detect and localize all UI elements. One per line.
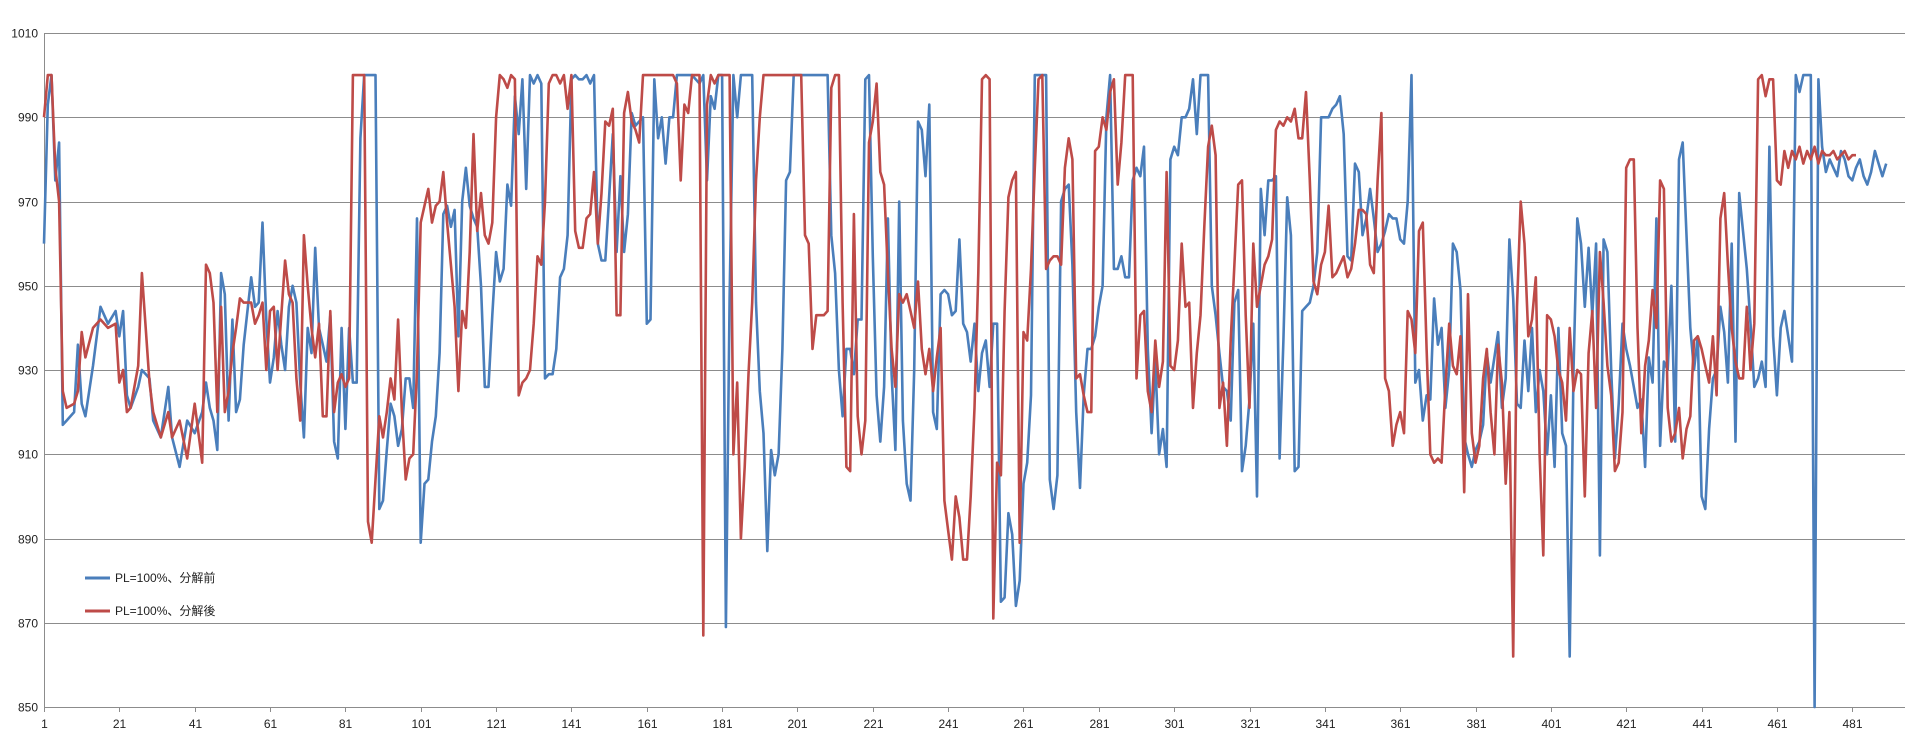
x-tick-label: 361 — [1390, 717, 1410, 731]
series-lines — [42, 73, 1888, 709]
x-tick-label: 441 — [1692, 717, 1712, 731]
y-tick-label: 910 — [18, 448, 38, 462]
x-tick-label: 401 — [1541, 717, 1561, 731]
x-tick-label: 481 — [1842, 717, 1862, 731]
x-tick-label: 341 — [1315, 717, 1335, 731]
y-tick-label: 950 — [18, 280, 38, 294]
x-tick-label: 1 — [41, 717, 48, 731]
x-tick-label: 261 — [1013, 717, 1033, 731]
x-tick-label: 41 — [189, 717, 203, 731]
y-tick-label: 1010 — [11, 27, 38, 41]
legend-label: PL=100%、分解前 — [115, 570, 215, 585]
x-tick-label: 461 — [1767, 717, 1787, 731]
y-tick-label: 870 — [18, 617, 38, 631]
x-tick-label: 81 — [339, 717, 353, 731]
x-tick-label: 181 — [712, 717, 732, 731]
x-tick-label: 321 — [1240, 717, 1260, 731]
x-tick-label: 21 — [113, 717, 127, 731]
x-tick-label: 161 — [637, 717, 657, 731]
y-tick-label: 890 — [18, 533, 38, 547]
x-tick-label: 101 — [411, 717, 431, 731]
x-tick-label: 141 — [561, 717, 581, 731]
x-tick-label: 421 — [1616, 717, 1636, 731]
x-axis-tick-labels: 1 21 41 61 81 101 121 141 161 181 201 221 241 261 281 3… — [41, 707, 1863, 731]
legend-label: PL=100%、分解後 — [115, 604, 215, 618]
x-tick-label: 201 — [787, 717, 807, 731]
x-tick-label: 301 — [1164, 717, 1184, 731]
x-tick-label: 61 — [264, 717, 278, 731]
x-tick-label: 221 — [863, 717, 883, 731]
y-tick-label: 990 — [18, 111, 38, 125]
y-tick-label: 930 — [18, 364, 38, 378]
x-tick-label: 281 — [1089, 717, 1109, 731]
x-tick-label: 121 — [486, 717, 506, 731]
legend: PL=100%、分解前 PL=100%、分解後 — [85, 570, 215, 618]
series-line-2 — [42, 73, 1856, 658]
x-tick-label: 381 — [1466, 717, 1486, 731]
x-tick-label: 241 — [938, 717, 958, 731]
y-axis-tick-labels: 850 870 890 910 930 950 970 990 1010 — [11, 27, 38, 715]
y-tick-label: 850 — [18, 701, 38, 715]
y-tick-label: 970 — [18, 196, 38, 210]
